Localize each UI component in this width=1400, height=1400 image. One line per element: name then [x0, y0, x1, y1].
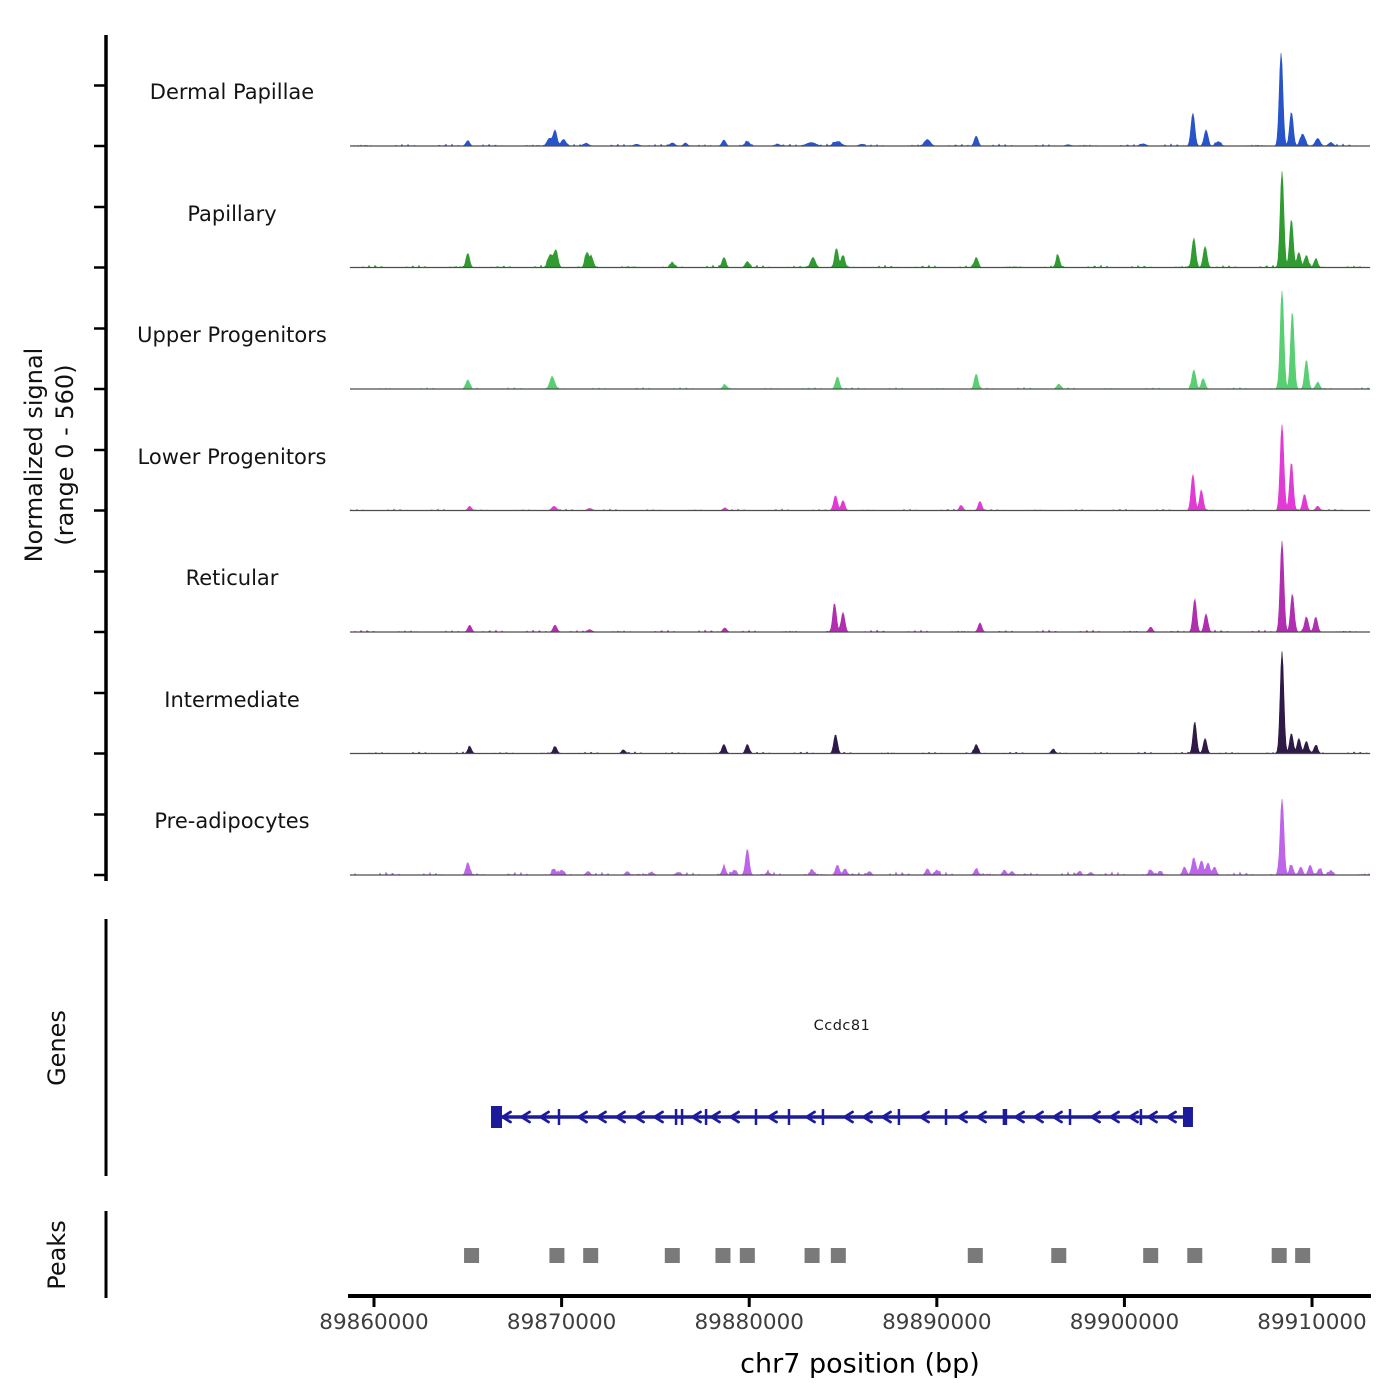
peak-interval [549, 1248, 565, 1263]
signal-area-dermal-papillae [350, 53, 1371, 147]
gene-strand-arrow [653, 1110, 664, 1124]
track-label-lower-progenitors: Lower Progenitors [137, 444, 327, 469]
signal-area-upper-progenitors [350, 290, 1371, 390]
y-axis-label-line2: (range 0 - 560) [51, 364, 79, 546]
gene-strand-arrow [1014, 1110, 1025, 1124]
x-axis-tick-label: 89880000 [694, 1310, 804, 1335]
peak-interval [1051, 1248, 1067, 1263]
gene-strand-arrow [805, 1110, 816, 1124]
x-axis-tick-label: 89890000 [882, 1310, 992, 1335]
gene-strand-arrow [976, 1110, 987, 1124]
peak-interval [1271, 1248, 1287, 1263]
peak-interval [715, 1248, 731, 1263]
gene-strand-arrow [1090, 1110, 1101, 1124]
gene-strand-arrow [843, 1110, 854, 1124]
gene-strand-arrow [729, 1110, 740, 1124]
gene-strand-arrow [520, 1110, 531, 1124]
track-label-dermal-papillae: Dermal Papillae [149, 80, 315, 104]
y-axis-label: Normalized signal (range 0 - 560) [19, 348, 81, 563]
peak-interval [804, 1248, 820, 1263]
peak-interval [1187, 1248, 1203, 1263]
signal-area-lower-progenitors [349, 424, 1371, 511]
peak-interval [464, 1248, 480, 1263]
track-label-papillary: Papillary [187, 201, 277, 226]
x-axis-title: chr7 position (bp) [740, 1348, 980, 1380]
signal-area-pre-adipocytes [349, 798, 1371, 876]
gene-strand-arrow [501, 1110, 512, 1124]
x-axis-tick-label: 89900000 [1069, 1310, 1180, 1335]
track-label-intermediate: Intermediate [164, 687, 300, 712]
gene-terminal-exon-right [1182, 1107, 1193, 1127]
signal-area-papillary [349, 171, 1371, 268]
peak-interval [830, 1248, 846, 1263]
gene-strand-arrow [1033, 1110, 1044, 1124]
gene-terminal-exon-left [491, 1106, 503, 1128]
peak-interval [967, 1248, 983, 1263]
gene-strand-arrow [539, 1110, 550, 1124]
signal-area-reticular [350, 541, 1370, 633]
peak-interval [583, 1248, 599, 1263]
gene-strand-arrow [862, 1110, 873, 1124]
gene-strand-arrow [767, 1110, 778, 1124]
gene-strand-arrow [1052, 1110, 1063, 1124]
gene-strand-arrow [1147, 1110, 1158, 1124]
x-axis-tick-label: 89870000 [506, 1310, 617, 1335]
gene-strand-arrow [615, 1110, 626, 1124]
x-axis-tick-label: 89910000 [1257, 1310, 1367, 1335]
peak-interval [1295, 1248, 1311, 1263]
gene-strand-arrow [691, 1110, 702, 1124]
peak-interval [739, 1248, 755, 1263]
gene-strand-arrow [881, 1110, 892, 1124]
x-axis-tick-label: 89860000 [319, 1310, 429, 1335]
gene-strand-arrow [596, 1110, 607, 1124]
gene-strand-arrow [710, 1110, 721, 1124]
peak-interval [664, 1248, 680, 1263]
gene-strand-arrow [919, 1110, 930, 1124]
track-label-reticular: Reticular [185, 566, 279, 590]
signal-area-intermediate [349, 651, 1371, 754]
gene-strand-arrow [577, 1110, 588, 1124]
track-label-upper-progenitors: Upper Progenitors [137, 323, 327, 347]
gene-strand-arrow [1128, 1110, 1139, 1124]
peaks-section-label: Peaks [43, 1220, 71, 1290]
track-label-pre-adipocytes: Pre-adipocytes [154, 809, 310, 833]
gene-strand-arrow [957, 1110, 968, 1124]
gene-strand-arrow [1109, 1110, 1120, 1124]
gene-name-label: Ccdc81 [813, 1018, 871, 1034]
gene-strand-arrow [634, 1110, 645, 1124]
gene-strand-arrow [1166, 1110, 1177, 1124]
peak-interval [1143, 1248, 1159, 1263]
genes-section-label: Genes [43, 1010, 71, 1086]
y-axis-label-line1: Normalized signal [20, 347, 48, 563]
